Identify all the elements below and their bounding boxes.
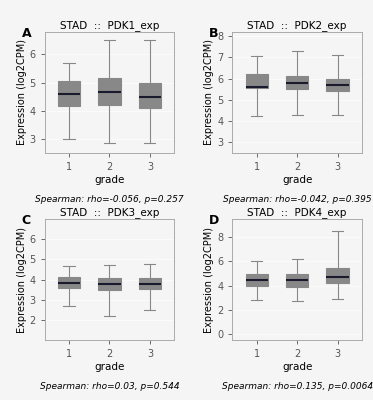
- Y-axis label: Expression (log2CPM): Expression (log2CPM): [204, 227, 214, 333]
- PathPatch shape: [139, 278, 161, 289]
- Y-axis label: Expression (log2CPM): Expression (log2CPM): [204, 39, 214, 145]
- PathPatch shape: [58, 81, 80, 106]
- Y-axis label: Expression (log2CPM): Expression (log2CPM): [17, 39, 27, 145]
- PathPatch shape: [326, 79, 349, 91]
- X-axis label: grade: grade: [94, 174, 125, 184]
- Text: D: D: [209, 214, 219, 227]
- Text: Spearman: rho=-0.042, p=0.395: Spearman: rho=-0.042, p=0.395: [223, 195, 372, 204]
- PathPatch shape: [245, 74, 268, 88]
- PathPatch shape: [286, 274, 308, 287]
- Title: STAD  ::  PDK3_exp: STAD :: PDK3_exp: [60, 207, 159, 218]
- Text: Spearman: rho=0.135, p=0.0064: Spearman: rho=0.135, p=0.0064: [222, 382, 373, 391]
- Text: A: A: [22, 27, 31, 40]
- PathPatch shape: [139, 82, 161, 108]
- PathPatch shape: [326, 268, 349, 283]
- Title: STAD  ::  PDK1_exp: STAD :: PDK1_exp: [60, 20, 159, 31]
- Title: STAD  ::  PDK2_exp: STAD :: PDK2_exp: [247, 20, 347, 31]
- PathPatch shape: [98, 78, 120, 105]
- Text: C: C: [22, 214, 31, 227]
- Y-axis label: Expression (log2CPM): Expression (log2CPM): [17, 227, 27, 333]
- PathPatch shape: [98, 278, 120, 290]
- Text: Spearman: rho=0.03, p=0.544: Spearman: rho=0.03, p=0.544: [40, 382, 179, 391]
- PathPatch shape: [245, 274, 268, 286]
- PathPatch shape: [58, 276, 80, 288]
- X-axis label: grade: grade: [282, 174, 312, 184]
- X-axis label: grade: grade: [94, 362, 125, 372]
- PathPatch shape: [286, 76, 308, 89]
- Text: Spearman: rho=-0.056, p=0.257: Spearman: rho=-0.056, p=0.257: [35, 195, 184, 204]
- Title: STAD  ::  PDK4_exp: STAD :: PDK4_exp: [247, 207, 347, 218]
- X-axis label: grade: grade: [282, 362, 312, 372]
- Text: B: B: [209, 27, 219, 40]
